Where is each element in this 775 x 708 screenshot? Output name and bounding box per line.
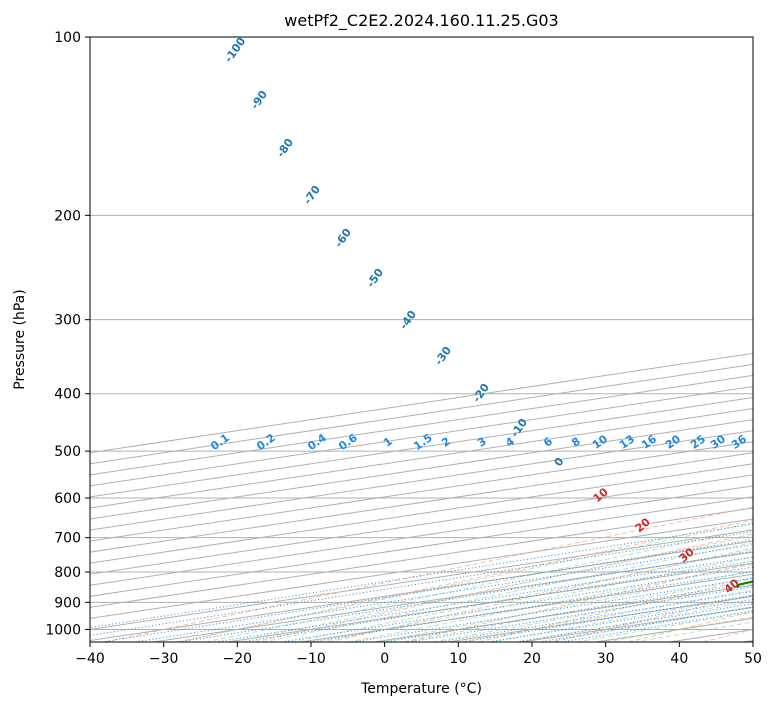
x-tick-label: 0 bbox=[380, 651, 389, 667]
mixing-ratio-lines bbox=[90, 523, 753, 642]
y-tick-label: 800 bbox=[54, 565, 81, 581]
moist-adiabat bbox=[404, 577, 753, 642]
mixing-ratio-line bbox=[489, 598, 753, 642]
y-tick-label: 1000 bbox=[45, 622, 81, 638]
mixing-ratio-line bbox=[90, 531, 753, 636]
dry-adiabat bbox=[104, 506, 753, 642]
dry-adiabat bbox=[329, 547, 753, 642]
isotherm-line bbox=[90, 452, 753, 553]
dry-adiabat bbox=[403, 562, 753, 642]
x-tick-label: −40 bbox=[75, 651, 105, 667]
isotherm-line bbox=[90, 518, 753, 619]
y-axis-ticks: 100 200 300 400 500 600 700 800 900 1000 bbox=[45, 30, 90, 638]
moist-adiabat bbox=[432, 583, 753, 642]
y-tick-label: 400 bbox=[54, 387, 81, 403]
isobar-gridlines bbox=[90, 37, 753, 630]
isotherm-line bbox=[90, 485, 753, 586]
y-tick-label: 500 bbox=[54, 444, 81, 460]
x-axis-label: Temperature (°C) bbox=[360, 681, 482, 697]
y-tick-label: 100 bbox=[54, 30, 81, 46]
plot-area: 0.1 0.2 0.4 0.6 1 1.5 2 3 4 6 8 10 13 16 20 25 30 36-100-… bbox=[90, 37, 753, 642]
y-tick-label: 200 bbox=[54, 208, 81, 224]
moist-adiabat bbox=[290, 549, 753, 642]
isotherm-line bbox=[90, 463, 753, 564]
plot-frame bbox=[89, 36, 754, 643]
y-axis-label: Pressure (hPa) bbox=[12, 289, 28, 389]
x-axis-ticks: −40 −30 −20 −10 0 10 20 30 40 50 bbox=[75, 642, 762, 667]
x-tick-label: 10 bbox=[449, 651, 467, 667]
chart-title: wetPf2_C2E2.2024.160.11.25.G03 bbox=[284, 11, 558, 31]
isotherm-line bbox=[90, 540, 753, 641]
y-tick-label: 900 bbox=[54, 595, 81, 611]
mixing-ratio-line bbox=[462, 594, 753, 642]
x-tick-label: 20 bbox=[523, 651, 541, 667]
x-tick-label: 40 bbox=[670, 651, 688, 667]
x-tick-label: 30 bbox=[597, 651, 615, 667]
x-tick-label: −30 bbox=[149, 651, 179, 667]
skewed-isotherms bbox=[90, 352, 753, 642]
isopleth-labels: 0.1 0.2 0.4 0.6 1 1.5 2 3 4 6 8 10 13 16 20 25 30 36-100-… bbox=[208, 37, 749, 596]
mixing-ratio-line bbox=[135, 544, 753, 642]
isotherm-line bbox=[90, 496, 753, 597]
moist-adiabat bbox=[234, 535, 753, 642]
mixing-ratio-line bbox=[178, 550, 753, 642]
moist-adiabat bbox=[347, 563, 753, 642]
x-tick-label: 50 bbox=[744, 651, 762, 667]
isotherm-line bbox=[90, 474, 753, 575]
moist-adiabat bbox=[489, 595, 753, 642]
isotherm-line bbox=[90, 529, 753, 630]
y-tick-label: 700 bbox=[54, 531, 81, 547]
mixing-ratio-line bbox=[101, 539, 753, 642]
y-tick-label: 300 bbox=[54, 313, 81, 329]
moist-adiabat bbox=[205, 528, 753, 642]
isotherm-line bbox=[90, 507, 753, 608]
y-tick-label: 600 bbox=[54, 491, 81, 507]
dry-adiabat bbox=[478, 578, 753, 642]
x-tick-label: −10 bbox=[296, 651, 326, 667]
mixing-ratio-line bbox=[516, 603, 753, 642]
x-tick-label: −20 bbox=[223, 651, 253, 667]
mixing-ratio-line bbox=[438, 590, 753, 642]
